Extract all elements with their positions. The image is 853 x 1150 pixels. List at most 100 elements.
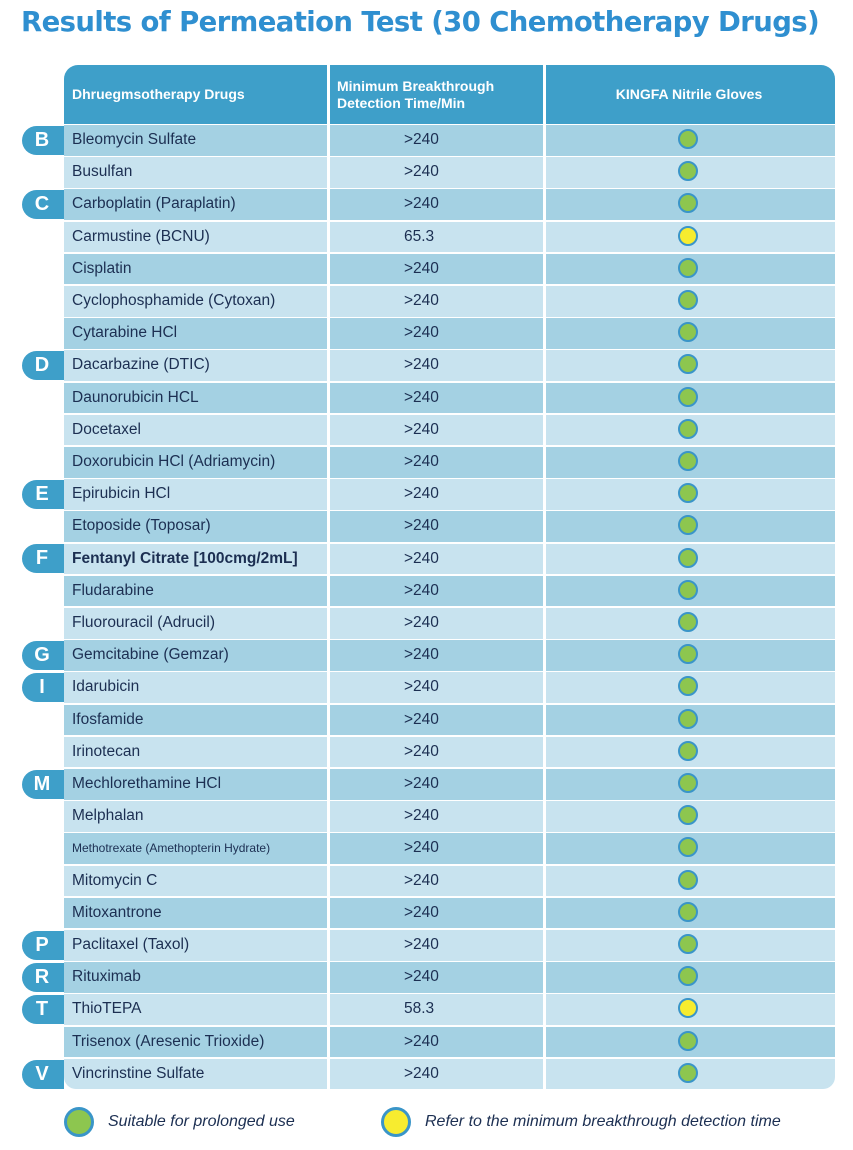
breakthrough-time: >240	[404, 646, 439, 664]
suitable-dot-icon	[678, 129, 698, 149]
letter-tab: G	[22, 641, 64, 670]
table-row: Gemcitabine (Gemzar) >240	[64, 639, 835, 671]
refer-dot-icon	[678, 225, 698, 246]
table-row: Vincrinstine Sulfate >240	[64, 1057, 835, 1090]
table-row: ThioTEPA 58.3	[64, 993, 835, 1025]
suitable-dot-icon	[678, 483, 698, 504]
drug-name: Gemcitabine (Gemzar)	[72, 646, 229, 664]
breakthrough-time: >240	[404, 614, 439, 631]
table-row: Dacarbazine (DTIC) >240	[64, 349, 835, 381]
breakthrough-time: >240	[404, 1064, 439, 1082]
breakthrough-time: >240	[404, 324, 439, 342]
suitable-dot-icon	[678, 257, 698, 278]
drug-name: Bleomycin Sulfate	[72, 131, 197, 148]
breakthrough-time: >240	[404, 485, 439, 503]
drug-name: Rituximab	[72, 968, 141, 986]
table-row: Busulfan >240	[64, 156, 835, 188]
page-title: Results of Permeation Test (30 Chemother…	[21, 6, 820, 38]
breakthrough-time: >240	[404, 871, 439, 889]
drug-name: Fludarabine	[72, 581, 154, 599]
letter-tab: C	[22, 190, 64, 220]
breakthrough-time: >240	[404, 1032, 439, 1050]
breakthrough-time: >240	[404, 775, 439, 792]
breakthrough-time: >240	[404, 292, 439, 309]
header-time-line2: Detection Time/Min	[337, 94, 466, 111]
breakthrough-time: >240	[404, 356, 439, 374]
drug-name: Melphalan	[72, 807, 144, 825]
drug-name: Fluorouracil (Adrucil)	[72, 614, 215, 631]
drug-name: Trisenox (Aresenic Trioxide)	[72, 1032, 265, 1050]
breakthrough-time: 65.3	[404, 227, 435, 245]
suitable-dot-icon	[678, 418, 698, 439]
drug-name: Busulfan	[72, 163, 133, 181]
table-header: Dhruegmsotherapy Drugs Minimum Breakthro…	[64, 65, 835, 124]
suitable-dot-icon	[678, 193, 698, 214]
breakthrough-time: >240	[404, 710, 439, 728]
table-row: Mitoxantrone >240	[64, 896, 835, 929]
breakthrough-time: >240	[404, 936, 439, 953]
suitable-dot-icon	[678, 805, 698, 826]
suitable-dot-icon	[678, 966, 698, 987]
suitable-dot-icon	[678, 1030, 698, 1051]
table-row: Mechlorethamine HCl >240	[64, 768, 835, 800]
suitable-dot-icon	[678, 354, 698, 375]
drug-name: Epirubicin HCl	[72, 485, 171, 503]
letter-tab: T	[22, 995, 64, 1025]
column-divider	[327, 65, 330, 1092]
drug-name: Daunorubicin HCL	[72, 388, 199, 406]
suitable-dot-icon	[678, 515, 698, 536]
legend-refer-label: Refer to the minimum breakthrough detect…	[425, 1113, 781, 1130]
breakthrough-time: >240	[404, 517, 439, 535]
drug-name: Mechlorethamine HCl	[72, 775, 222, 792]
table-row: Mitomycin C >240	[64, 864, 835, 897]
suitable-dot-icon	[64, 1107, 94, 1137]
suitable-dot-icon	[678, 676, 698, 697]
table-row: Fludarabine >240	[64, 574, 835, 607]
drug-name: Doxorubicin HCl (Adriamycin)	[72, 453, 276, 470]
breakthrough-time: >240	[404, 131, 439, 148]
header-time-line1: Minimum Breakthrough	[337, 77, 495, 94]
table-row: Carmustine (BCNU) 65.3	[64, 220, 835, 253]
breakthrough-time: >240	[404, 453, 439, 470]
table-row: Daunorubicin HCL >240	[64, 381, 835, 414]
suitable-dot-icon	[678, 740, 698, 761]
breakthrough-time: >240	[404, 839, 439, 857]
header-drugs: Dhruegmsotherapy Drugs	[72, 86, 245, 102]
table-row: Melphalan >240	[64, 800, 835, 832]
breakthrough-time: >240	[404, 388, 439, 406]
drug-name: Docetaxel	[72, 420, 141, 438]
drug-name: Cyclophosphamide (Cytoxan)	[72, 292, 276, 309]
drug-name: Fentanyl Citrate [100cmg/2mL]	[72, 549, 298, 567]
table-row: Fentanyl Citrate [100cmg/2mL] >240	[64, 542, 835, 575]
table-row: Carboplatin (Paraplatin) >240	[64, 188, 835, 220]
table-row: Paclitaxel (Taxol) >240	[64, 929, 835, 961]
legend-suitable-label: Suitable for prolonged use	[108, 1113, 295, 1130]
suitable-dot-icon	[678, 837, 698, 858]
table-row: Cyclophosphamide (Cytoxan) >240	[64, 285, 835, 317]
suitable-dot-icon	[678, 451, 698, 471]
drug-name: Vincrinstine Sulfate	[72, 1064, 205, 1082]
refer-dot-icon	[678, 998, 698, 1019]
drug-name: Dacarbazine (DTIC)	[72, 356, 210, 374]
suitable-dot-icon	[678, 869, 698, 890]
letter-tab: E	[22, 480, 64, 509]
header-gloves: KINGFA Nitrile Gloves	[615, 86, 763, 102]
breakthrough-time: >240	[404, 807, 439, 825]
suitable-dot-icon	[678, 322, 698, 343]
table-row: Epirubicin HCl >240	[64, 478, 835, 510]
table-row: Methotrexate (Amethopterin Hydrate) >240	[64, 832, 835, 864]
letter-tab: R	[22, 963, 64, 992]
table-row: Idarubicin >240	[64, 671, 835, 703]
column-divider	[543, 65, 546, 1092]
suitable-dot-icon	[678, 708, 698, 729]
breakthrough-time: >240	[404, 678, 439, 696]
suitable-dot-icon	[678, 386, 698, 407]
breakthrough-time: >240	[404, 549, 439, 567]
table-row: Etoposide (Toposar) >240	[64, 510, 835, 542]
suitable-dot-icon	[678, 290, 698, 310]
letter-tab: P	[22, 930, 64, 960]
refer-dot-icon	[381, 1107, 411, 1137]
suitable-dot-icon	[678, 579, 698, 600]
table-row: Ifosfamide >240	[64, 703, 835, 736]
drug-name: Mitoxantrone	[72, 903, 162, 921]
